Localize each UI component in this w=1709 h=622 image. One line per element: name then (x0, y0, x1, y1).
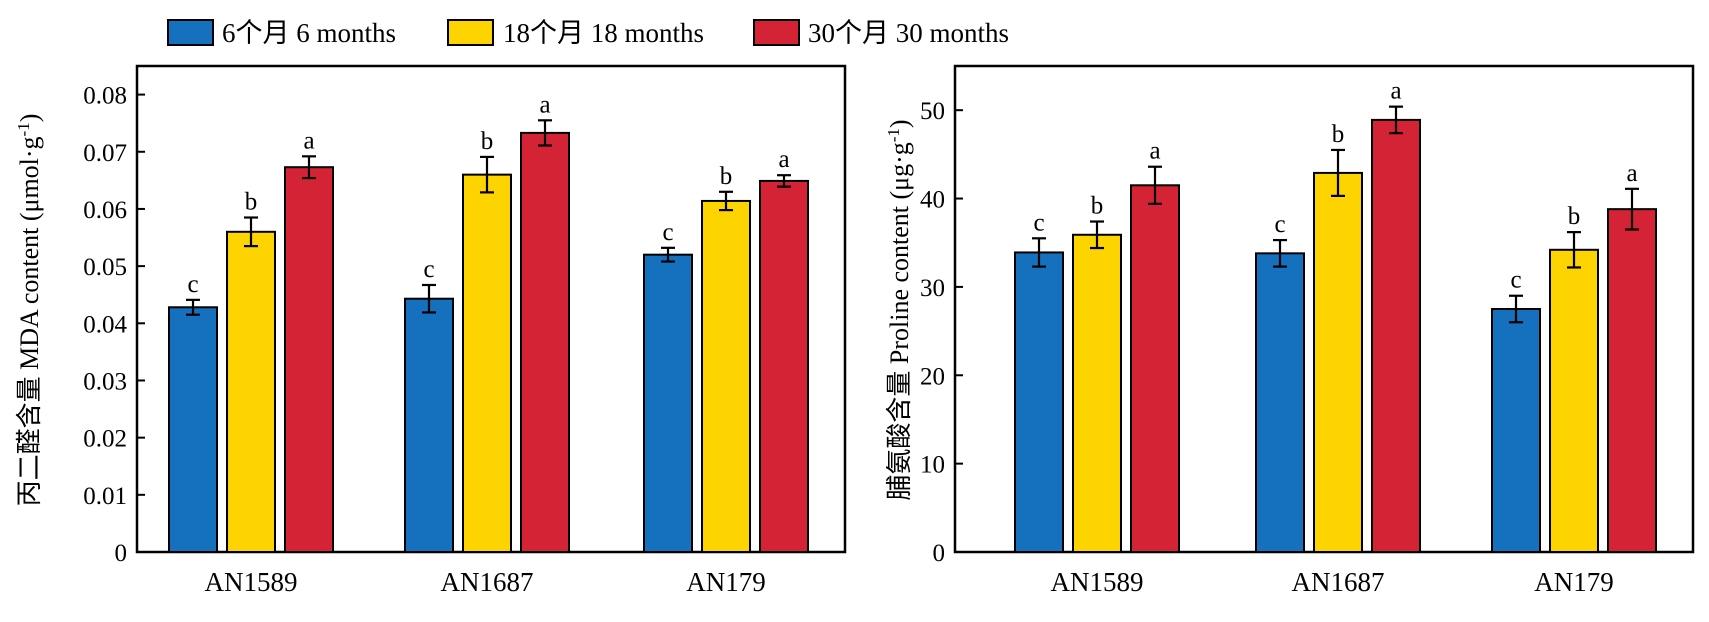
bar (1255, 252, 1305, 553)
significance-letter: b (1568, 203, 1581, 230)
significance-letter: c (662, 219, 673, 246)
significance-letter: b (1332, 121, 1345, 148)
bar (1371, 118, 1421, 553)
y-tick-label: 0.02 (83, 426, 127, 453)
legend-label-1: 6个月 6 months (222, 18, 396, 48)
bar (284, 166, 334, 553)
legend-swatch-2 (447, 19, 494, 46)
bar (1014, 251, 1064, 553)
x-tick-label: AN179 (1534, 567, 1614, 597)
bar (1313, 171, 1363, 553)
y-tick-label: 0.05 (83, 254, 127, 281)
y-tick-label: 0.06 (83, 197, 127, 224)
bar (404, 297, 454, 553)
x-tick-label: AN179 (686, 567, 766, 597)
bar (168, 306, 218, 553)
significance-letter: c (423, 256, 434, 283)
significance-letter: b (481, 128, 494, 155)
y-tick-label: 0.01 (83, 483, 127, 510)
significance-letter: a (1390, 78, 1401, 105)
y-tick-label: 40 (920, 187, 945, 214)
y-tick-label: 0.04 (83, 311, 127, 338)
legend-label-2: 18个月 18 months (503, 18, 704, 48)
bar (1072, 233, 1122, 554)
significance-letter: c (1274, 211, 1285, 238)
bar (701, 199, 751, 554)
bar (759, 179, 809, 553)
y-tick-label: 0 (933, 540, 946, 567)
y-tick-label: 30 (920, 275, 945, 302)
bar (462, 173, 512, 554)
legend-swatch-3 (753, 19, 800, 46)
significance-letter: b (720, 163, 733, 190)
y-tick-label: 10 (920, 452, 945, 479)
bar (226, 230, 276, 553)
significance-letter: c (1510, 267, 1521, 294)
significance-letter: a (1626, 160, 1637, 187)
y-tick-label: 0.07 (83, 140, 127, 167)
legend-swatch-1 (167, 19, 214, 46)
significance-letter: c (1033, 209, 1044, 236)
bar (520, 131, 570, 553)
y-tick-label: 20 (920, 363, 945, 390)
bar (1130, 184, 1180, 553)
y-tick-label: 0.03 (83, 368, 127, 395)
x-tick-label: AN1687 (441, 567, 534, 597)
bar (1549, 248, 1599, 553)
y-axis-label: 脯氨酸含量 Proline content (μg·g-1) (884, 119, 915, 500)
y-tick-label: 50 (920, 98, 945, 125)
mda-chart-panel: 0 0.01 0.02 0.03 0.04 0.05 0.06 0.07 0.08 AN1589 A… (14, 64, 847, 597)
bar (1607, 208, 1657, 554)
legend-label-3: 30个月 30 months (808, 18, 1009, 48)
x-tick-label: AN1687 (1292, 567, 1385, 597)
significance-letter: c (187, 271, 198, 298)
x-tick-label: AN1589 (1051, 567, 1144, 597)
significance-letter: a (539, 91, 550, 118)
x-tick-label: AN1589 (205, 567, 298, 597)
bar (643, 253, 693, 554)
significance-letter: a (1149, 138, 1160, 165)
y-tick-label: 0.08 (83, 83, 127, 110)
y-axis-label: 丙二醛含量 MDA content (μmol·g-1) (14, 114, 45, 507)
bar (1491, 308, 1541, 553)
significance-letter: b (1091, 193, 1104, 220)
y-tick-label: 0 (115, 540, 128, 567)
significance-letter: a (778, 146, 789, 173)
proline-chart-panel: 0 10 20 30 40 50 AN1589 AN1687 AN179 c c c b b b a a a 脯氨酸… (884, 64, 1695, 597)
significance-letter: a (303, 127, 314, 154)
significance-letter: b (245, 189, 258, 216)
legend: 6个月 6 months 18个月 18 months 30个月 30 months (167, 18, 1009, 48)
